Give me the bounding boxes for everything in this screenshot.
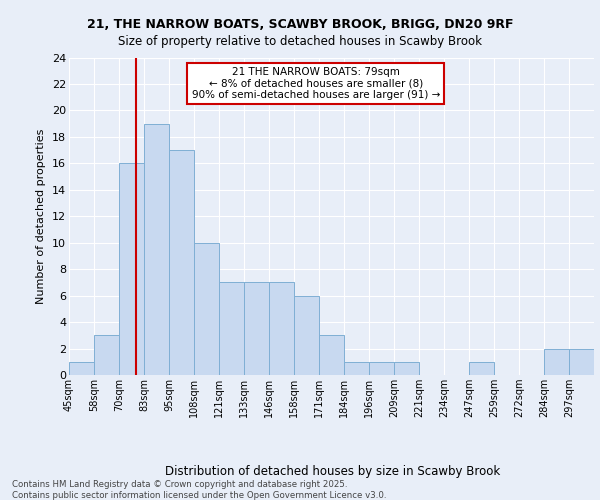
Bar xyxy=(69,362,94,375)
Bar xyxy=(569,348,594,375)
Bar xyxy=(394,362,419,375)
Bar xyxy=(219,282,244,375)
Text: 21 THE NARROW BOATS: 79sqm
← 8% of detached houses are smaller (8)
90% of semi-d: 21 THE NARROW BOATS: 79sqm ← 8% of detac… xyxy=(191,67,440,100)
Text: 21, THE NARROW BOATS, SCAWBY BROOK, BRIGG, DN20 9RF: 21, THE NARROW BOATS, SCAWBY BROOK, BRIG… xyxy=(87,18,513,30)
Bar xyxy=(294,296,319,375)
Bar xyxy=(119,164,144,375)
Text: Distribution of detached houses by size in Scawby Brook: Distribution of detached houses by size … xyxy=(166,464,500,477)
Bar xyxy=(144,124,169,375)
Bar xyxy=(94,336,119,375)
Bar xyxy=(544,348,569,375)
Text: Size of property relative to detached houses in Scawby Brook: Size of property relative to detached ho… xyxy=(118,35,482,48)
Bar xyxy=(194,242,219,375)
Bar xyxy=(319,336,344,375)
Text: Contains HM Land Registry data © Crown copyright and database right 2025.
Contai: Contains HM Land Registry data © Crown c… xyxy=(12,480,386,500)
Y-axis label: Number of detached properties: Number of detached properties xyxy=(37,128,46,304)
Bar xyxy=(369,362,394,375)
Bar xyxy=(244,282,269,375)
Bar xyxy=(169,150,194,375)
Bar xyxy=(269,282,294,375)
Bar xyxy=(469,362,494,375)
Bar xyxy=(344,362,369,375)
